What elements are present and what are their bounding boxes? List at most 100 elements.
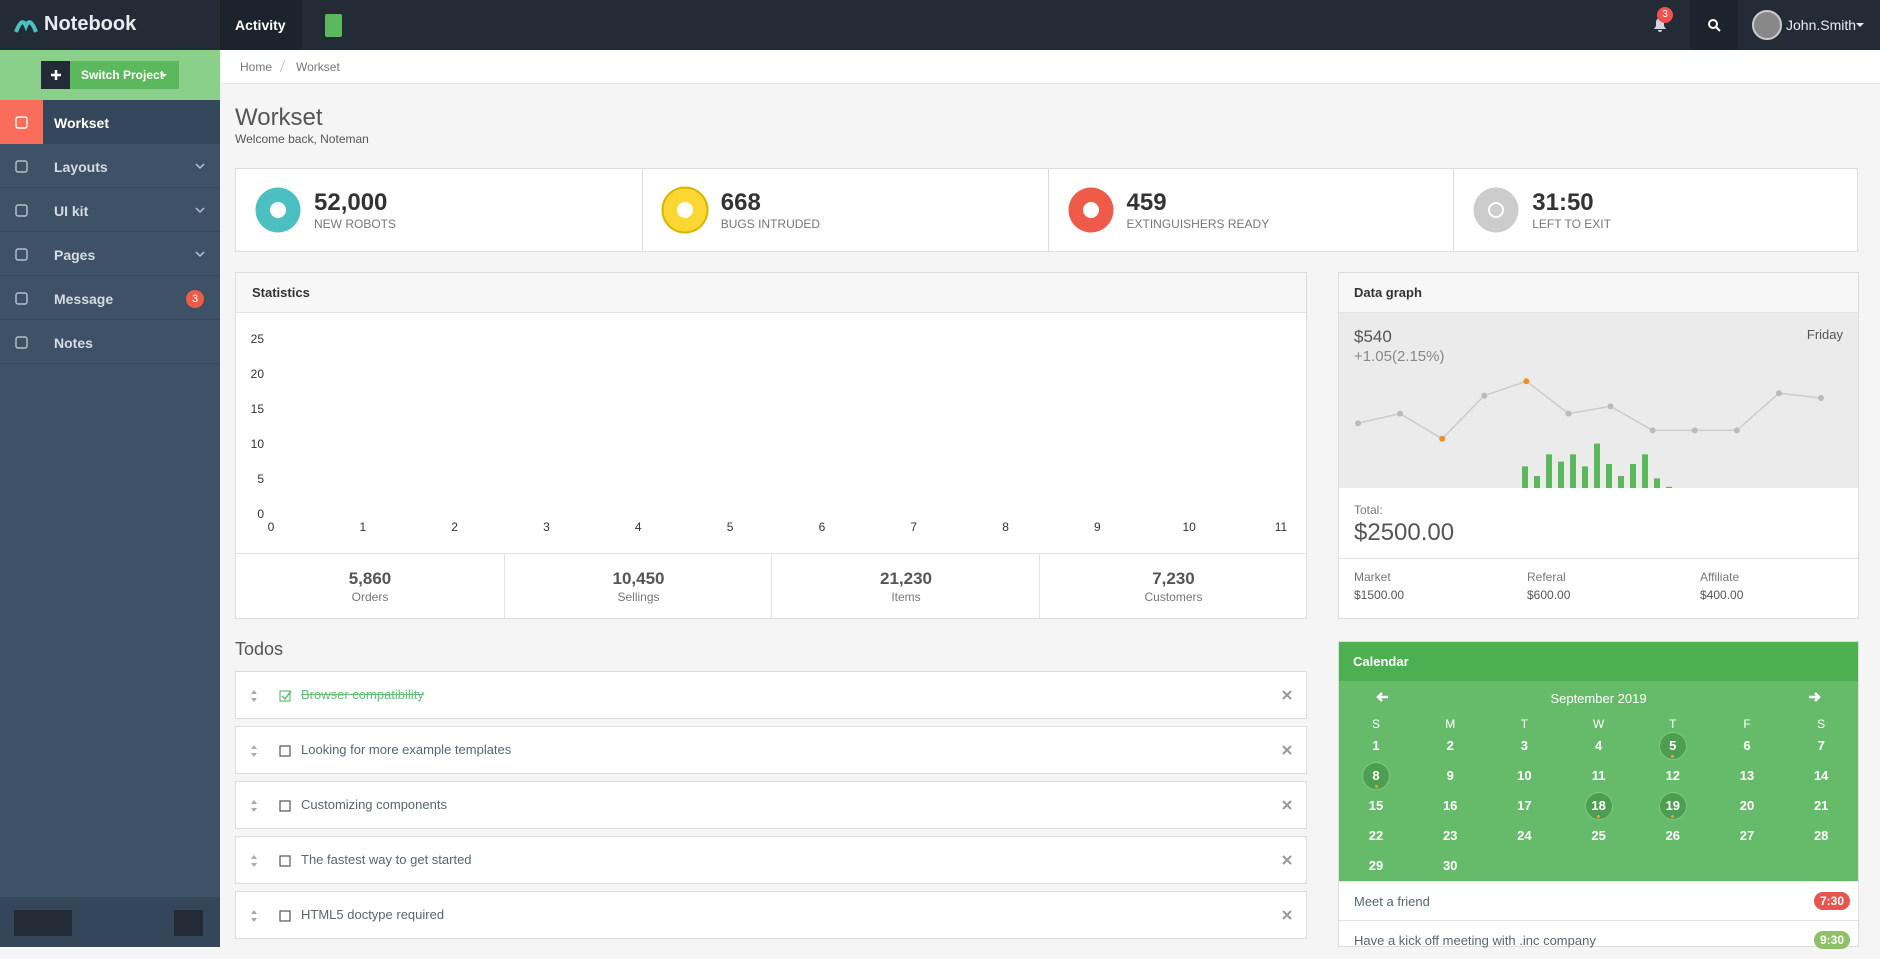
day[interactable]: 10 (1517, 768, 1532, 783)
breakdown-label: Affiliate (1700, 570, 1740, 584)
user-name[interactable]: John.Smith (1786, 17, 1857, 33)
day[interactable]: 16 (1442, 798, 1458, 813)
todo-item[interactable]: HTML5 doctype required (235, 891, 1307, 939)
todo-item[interactable]: Browser compatibility (235, 671, 1307, 719)
menu-icon (0, 100, 43, 144)
switch-button[interactable]: Switch Project (70, 61, 179, 89)
x-tick-label: 8 (1002, 520, 1009, 534)
day[interactable]: 13 (1739, 768, 1755, 783)
activity-tab[interactable]: Activity (220, 0, 302, 50)
menu-item[interactable]: Pages (0, 232, 220, 276)
menu-label: Notes (54, 335, 93, 351)
icon-shape (15, 292, 28, 305)
menu-item[interactable]: Workset (0, 100, 220, 144)
panel-header (1339, 273, 1858, 313)
day[interactable]: 2 (1446, 738, 1454, 753)
icon-shape (15, 160, 28, 173)
day[interactable]: 25 (1591, 828, 1606, 843)
remove-button (1282, 800, 1292, 810)
graphic (1376, 692, 1388, 702)
caret (1856, 23, 1864, 31)
day[interactable]: 28 (1813, 828, 1829, 843)
todo-item[interactable]: Looking for more example templates (235, 726, 1307, 774)
day[interactable]: 7 (1817, 738, 1825, 753)
menu-item[interactable]: Message 3 (0, 276, 220, 320)
day[interactable]: 26 (1665, 828, 1681, 843)
nav-arrow (1376, 692, 1388, 702)
summary-label: Items (891, 590, 921, 604)
day[interactable]: 17 (1517, 798, 1532, 813)
day[interactable]: 8 (1372, 768, 1380, 783)
stat-value: 31:50 (1532, 189, 1594, 216)
month: September 2019 (1550, 691, 1647, 706)
menu-item[interactable]: Layouts (0, 144, 220, 188)
day[interactable]: 23 (1442, 828, 1458, 843)
search-button[interactable] (1690, 0, 1738, 50)
chat-button[interactable] (14, 910, 43, 936)
day[interactable]: 24 (1517, 828, 1532, 843)
day[interactable]: 15 (1368, 798, 1384, 813)
day[interactable]: 6 (1743, 738, 1751, 753)
day[interactable]: 4 (1594, 738, 1603, 753)
y-tick-label: 25 (251, 332, 265, 346)
todo-item[interactable]: The fastest way to get started (235, 836, 1307, 884)
day[interactable]: 12 (1665, 768, 1681, 783)
stat-card: 52,000 NEW ROBOTS (236, 169, 642, 251)
notification-badge[interactable]: 3 (1657, 7, 1673, 23)
point (1649, 427, 1656, 434)
statistics-panel: Statistics 0 5 10 15 20 25 0 1 2 3 4 5 6 7 8 9 10 11 5,860 O… (235, 272, 1307, 619)
day[interactable]: 9 (1446, 768, 1454, 783)
facebook-button[interactable] (43, 910, 72, 936)
upload-button[interactable] (325, 14, 342, 37)
day[interactable]: 18 (1591, 798, 1606, 813)
panel-header (236, 273, 1306, 313)
calendar-panel: Calendar September 2019 S M T W T F S 1 2 3 4 5 6 7 8 9 10… (1338, 641, 1859, 949)
panel-title: Data graph (1354, 285, 1422, 300)
price-change: +1.05(2.15%) (1354, 348, 1445, 365)
breadcrumb-item[interactable]: Home (240, 60, 273, 74)
day[interactable]: 27 (1739, 828, 1755, 843)
calendar-header (1339, 642, 1858, 681)
day[interactable]: 19 (1665, 798, 1681, 813)
checkbox (279, 855, 291, 867)
day[interactable]: 20 (1739, 798, 1755, 813)
add-button[interactable] (41, 61, 70, 89)
day[interactable]: 11 (1591, 768, 1606, 783)
breakdown-value: $1500.00 (1354, 588, 1405, 602)
graphic (255, 187, 301, 233)
day[interactable]: 14 (1813, 768, 1829, 783)
graphic (15, 204, 28, 217)
day[interactable]: 3 (1520, 738, 1528, 753)
menu-icon (0, 276, 43, 320)
graphic (1282, 690, 1292, 700)
day[interactable]: 1 (1372, 738, 1380, 753)
collapse-button[interactable] (174, 910, 203, 936)
graphic (1282, 910, 1292, 920)
graphic (1282, 855, 1292, 865)
icon-shape (15, 248, 28, 261)
stat-label: EXTINGUISHERS READY (1126, 217, 1270, 231)
day[interactable]: 5 (1669, 738, 1677, 753)
avatar[interactable] (1752, 10, 1782, 40)
event-dot (1374, 785, 1378, 788)
summary-cell: 10,450 Sellings (503, 553, 772, 618)
day[interactable]: 29 (1368, 858, 1384, 873)
summary-label: Orders (351, 590, 389, 604)
graphic (15, 248, 28, 261)
breadcrumb-sep (279, 60, 286, 72)
stat-value: 52,000 (314, 189, 388, 216)
graphic (1355, 378, 1824, 488)
caret (161, 74, 167, 80)
stat-label: BUGS INTRUDED (720, 217, 821, 231)
menu-item[interactable]: Notes (0, 320, 220, 364)
x-tick-label: 9 (1094, 520, 1101, 534)
day[interactable]: 21 (1813, 798, 1829, 813)
todo-item[interactable]: Customizing components (235, 781, 1307, 829)
bar (1606, 464, 1612, 488)
day[interactable]: 22 (1368, 828, 1384, 843)
graphic (251, 800, 291, 812)
day[interactable]: 30 (1442, 858, 1458, 873)
icon-shape (676, 202, 693, 218)
menu-item[interactable]: UI kit (0, 188, 220, 232)
